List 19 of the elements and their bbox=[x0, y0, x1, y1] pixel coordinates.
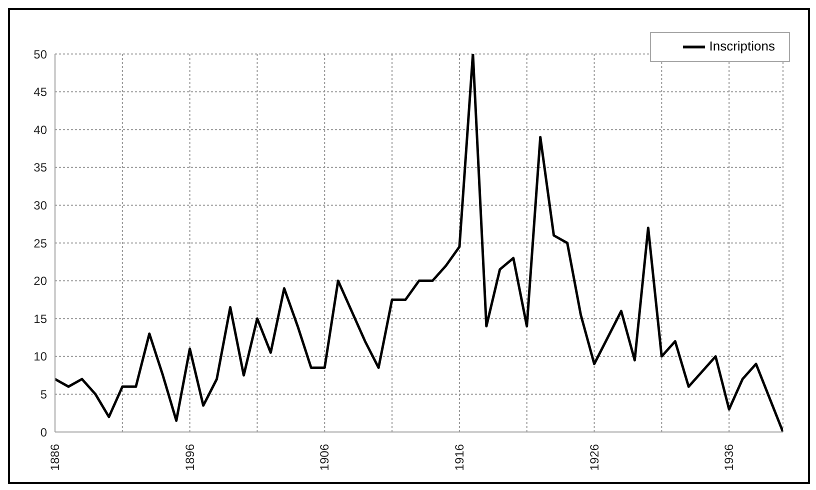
line-series bbox=[55, 54, 783, 432]
y-tick-label: 10 bbox=[34, 350, 48, 364]
x-tick-label: 1906 bbox=[318, 444, 332, 471]
x-tick-label: 1936 bbox=[722, 444, 736, 471]
y-tick-label: 0 bbox=[40, 425, 48, 440]
legend-label: Inscriptions bbox=[709, 38, 775, 54]
y-tick-label: 50 bbox=[34, 47, 48, 62]
y-tick-label: 15 bbox=[34, 312, 48, 326]
y-tick-label: 25 bbox=[34, 236, 48, 250]
y-tick-label: 5 bbox=[40, 387, 48, 402]
x-tick-label: 1926 bbox=[587, 444, 602, 471]
y-tick-label: 45 bbox=[34, 85, 48, 100]
x-tick-label: 1896 bbox=[182, 444, 197, 471]
y-tick-label: 40 bbox=[34, 122, 48, 137]
y-tick-label: 35 bbox=[34, 160, 48, 175]
y-tick-label: 30 bbox=[34, 198, 48, 212]
y-tick-label: 20 bbox=[34, 274, 48, 288]
x-tick-label: 1886 bbox=[48, 444, 62, 471]
x-tick-label: 1916 bbox=[452, 444, 466, 471]
